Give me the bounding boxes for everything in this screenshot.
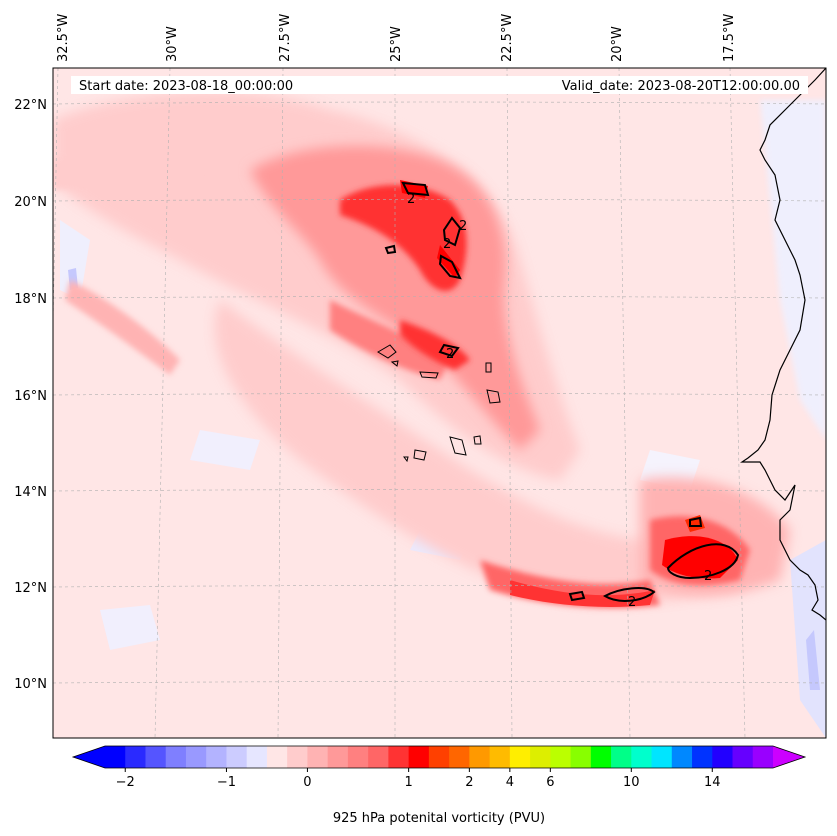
colorbar-cell [307, 746, 329, 768]
lon-label: 30°W [165, 26, 180, 62]
contour-label: 2 [443, 237, 451, 252]
colorbar-cell [428, 746, 450, 768]
colorbar-cell [550, 746, 572, 768]
colorbar-cell [165, 746, 187, 768]
colorbar-under-arrow [73, 746, 105, 768]
lon-label: 20°W [610, 26, 625, 62]
colorbar-cell [590, 746, 612, 768]
colorbar-cell [266, 746, 288, 768]
colorbar-cell [530, 746, 551, 768]
colorbar-cell [125, 746, 146, 768]
colorbar-cell [509, 746, 531, 768]
colorbar-cell [692, 746, 713, 768]
graticule [53, 68, 826, 738]
colorbar-over-arrow [773, 746, 805, 768]
lat-label: 16°N [14, 389, 47, 404]
colorbar-tick-label: −2 [116, 775, 135, 790]
colorbar-cell [611, 746, 632, 768]
island-outlines [377, 344, 501, 463]
colorbar-cell [105, 746, 126, 768]
colorbar-cell [449, 746, 470, 768]
contour-label: 2 [446, 347, 454, 362]
colorbar-cell [145, 746, 167, 768]
colorbar-tick-label: −1 [217, 775, 236, 790]
colorbar-cell [246, 746, 268, 768]
colorbar-cell [408, 746, 430, 768]
map-panel [53, 68, 826, 738]
contour-label: 2 [704, 569, 712, 584]
contour-label: 2 [459, 219, 467, 234]
valid-date-label: Valid_date: 2023-08-20T12:00:00.00 [562, 79, 800, 94]
africa-coastline [740, 68, 826, 621]
header-box [71, 76, 808, 94]
lat-label: 10°N [14, 677, 47, 692]
colorbar-cell [752, 746, 774, 768]
colorbar-cell [226, 746, 248, 768]
colorbar-cell [206, 746, 227, 768]
colorbar-cell [570, 746, 592, 768]
pv-contours-2pvu [384, 181, 740, 602]
colorbar-cell [712, 746, 734, 768]
colorbar-cell [469, 746, 491, 768]
lat-label: 20°N [14, 195, 47, 210]
colorbar-cell [287, 746, 308, 768]
colorbar-tick-label: 1 [404, 775, 412, 790]
colorbar-cell [327, 746, 349, 768]
lat-label: 12°N [14, 581, 47, 596]
colorbar-tick-label: 2 [465, 775, 473, 790]
colorbar-tick-label: 10 [623, 775, 640, 790]
lat-label: 18°N [14, 292, 47, 307]
lon-label: 27.5°W [278, 14, 293, 62]
lon-label: 25°W [389, 26, 404, 62]
lat-label: 14°N [14, 485, 47, 500]
colorbar-cell [671, 746, 693, 768]
lat-label: 22°N [14, 98, 47, 113]
longitude-labels: 32.5°W 30°W 27.5°W 25°W 22.5°W 20°W 17.5… [56, 14, 737, 62]
colorbar-tick-label: 0 [303, 775, 311, 790]
colorbar-cell [347, 746, 369, 768]
colorbar-tick-label: 14 [704, 775, 721, 790]
colorbar-cell [651, 746, 673, 768]
colorbar-cell [631, 746, 653, 768]
contour-label: 2 [407, 192, 415, 207]
lon-label: 17.5°W [722, 14, 737, 62]
colorbar-cell [388, 746, 410, 768]
lon-label: 22.5°W [500, 14, 515, 62]
contour-label: 2 [628, 595, 636, 610]
colorbar-cell [732, 746, 754, 768]
colorbar-tick-label: 4 [506, 775, 514, 790]
colorbar-tick-label: 6 [546, 775, 554, 790]
colorbar-cell [185, 746, 207, 768]
lon-label: 32.5°W [56, 14, 71, 62]
latitude-labels: 22°N 20°N 18°N 16°N 14°N 12°N 10°N [14, 98, 47, 692]
colorbar-cell [368, 746, 389, 768]
colorbar: −2 −1 0 1 2 4 6 10 14 925 hPa potenital vorticit… [71, 745, 807, 826]
map-frame [52, 67, 827, 739]
colorbar-outline [71, 745, 807, 769]
start-date-label: Start date: 2023-08-18_00:00:00 [79, 79, 293, 94]
colorbar-title: 925 hPa potenital vorticity (PVU) [333, 811, 545, 826]
colorbar-cell [489, 746, 511, 768]
contour-labels: 2 2 2 2 2 2 [407, 192, 712, 610]
